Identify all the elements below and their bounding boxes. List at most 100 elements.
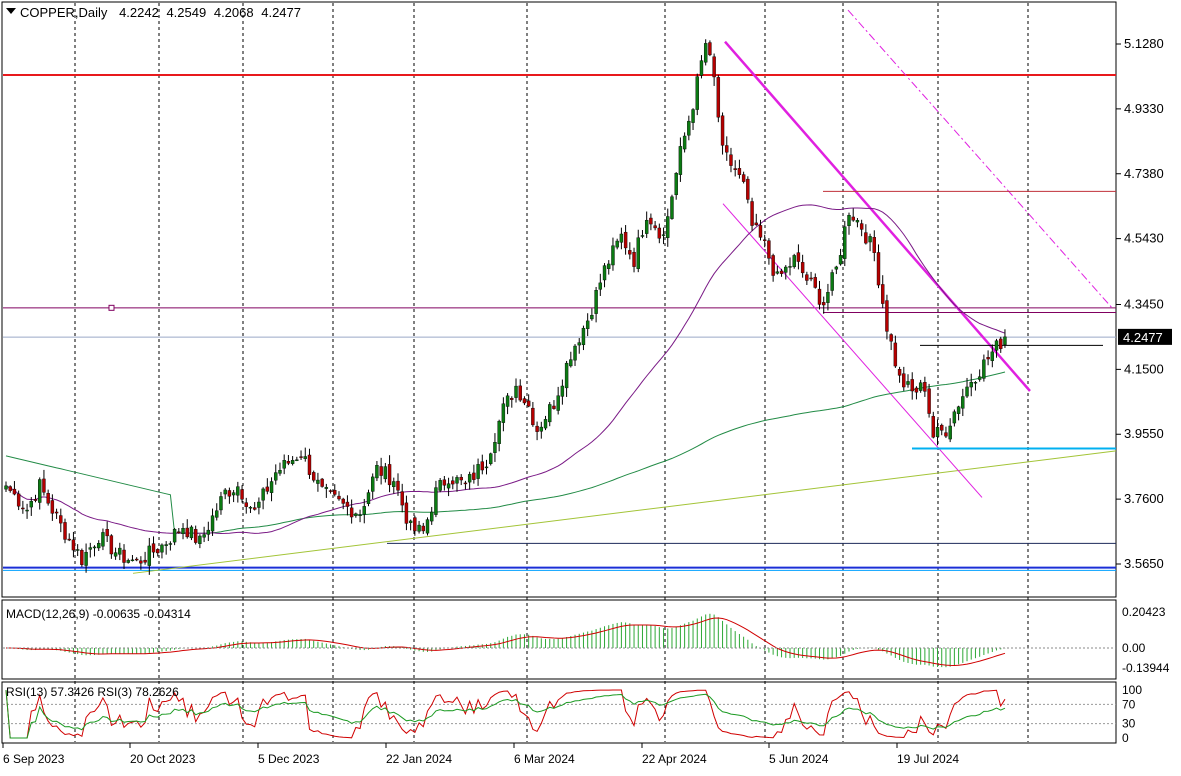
bull-candle [918,382,923,391]
bull-candle [644,219,649,234]
bear-candle [746,178,750,200]
bear-candle [914,387,919,393]
bull-candle [202,534,206,538]
bear-candle [729,154,733,166]
bear-candle [349,507,354,518]
rsi-axis-label: 70 [1122,697,1136,711]
bear-candle [720,115,725,146]
macd-axis-label: 0.20423 [1122,605,1166,619]
macd-axis-label: -0.13944 [1122,661,1170,675]
bull-candle [539,426,544,432]
long-term-support-line [132,450,1117,574]
y-tick-label: 3.9550 [1124,426,1164,441]
bull-candle [990,351,995,361]
y-tick-label: 4.5430 [1124,231,1164,246]
bear-candle [16,493,21,507]
bull-candle [497,420,501,444]
y-tick-label: 4.7380 [1124,166,1164,181]
bull-candle [236,486,240,496]
bear-candle [944,432,948,437]
bear-candle [151,543,156,553]
bear-candle [286,461,291,464]
slow-moving-average [5,371,1006,534]
bear-candle [50,500,55,514]
y-tick-label: 3.5650 [1124,556,1164,571]
bear-candle [54,511,59,514]
bull-candle [956,406,961,414]
bull-candle [678,146,683,175]
bear-candle [459,476,463,481]
bear-candle [805,274,809,281]
bull-candle [855,220,860,223]
bull-candle [556,395,560,411]
bull-candle [417,524,421,532]
x-tick-label: 5 Dec 2023 [258,752,320,766]
bull-candle [392,481,396,488]
bear-candle [893,342,898,367]
bull-candle [210,515,215,532]
bear-candle [80,550,84,565]
bull-candle [514,385,518,398]
bear-candle [307,454,312,475]
x-tick-label: 6 Sep 2023 [3,752,65,766]
bull-candle [118,547,122,555]
y-tick-label: 3.7600 [1124,491,1164,506]
trendlines [132,9,1117,574]
bear-candle [931,416,935,438]
bear-candle [552,405,556,409]
bear-candle [859,223,864,230]
dropdown-triangle-icon[interactable] [6,8,16,14]
bear-candle [400,491,404,506]
bear-candle [522,398,527,404]
macd-signal-line [6,617,1006,667]
bull-candle [935,426,940,437]
bull-candle [303,456,307,459]
bull-candle [147,545,152,566]
open-value: 4.2242 [119,5,159,20]
bull-candle [231,492,236,496]
rsi-label: RSI(13) 57.3426 RSI(3) 78.2626 [6,685,179,699]
bear-candle [8,486,12,491]
bull-candle [362,506,366,515]
bear-candle [396,480,400,491]
bull-candle [164,544,168,546]
bear-candle [725,145,729,153]
bear-candle [902,373,906,388]
bull-candle [611,245,615,266]
x-tick-label: 22 Apr 2024 [642,752,707,766]
bull-candle [784,266,788,273]
bull-candle [973,382,978,384]
bear-candle [876,252,881,286]
bull-candle [982,359,986,379]
last-price-value: 4.2477 [1123,330,1163,345]
bear-candle [897,369,902,376]
bull-candle [1003,336,1007,345]
bear-candle [708,42,712,56]
bull-candle [640,235,645,237]
bull-candle [674,173,678,196]
bear-candle [122,549,126,563]
bear-candle [628,250,632,255]
bull-candle [189,526,194,539]
bull-candle [430,511,434,522]
bull-candle [126,560,130,563]
y-tick-label: 4.1500 [1124,361,1164,376]
bear-candle [864,232,868,244]
bear-candle [345,501,350,507]
bull-candle [172,528,177,543]
macd-axis-label: 0.00 [1122,641,1146,655]
bull-candle [961,396,965,409]
bull-candle [788,266,792,268]
bear-candle [817,288,822,305]
bull-candle [316,479,320,484]
bear-candle [252,507,257,510]
y-tick-label: 4.9330 [1124,101,1164,116]
bear-candle [822,302,826,306]
bear-candle [510,398,514,400]
bear-candle [379,466,383,476]
bull-candle [994,340,999,351]
bear-candle [986,357,990,360]
bull-candle [274,472,278,481]
bear-candle [526,400,531,407]
